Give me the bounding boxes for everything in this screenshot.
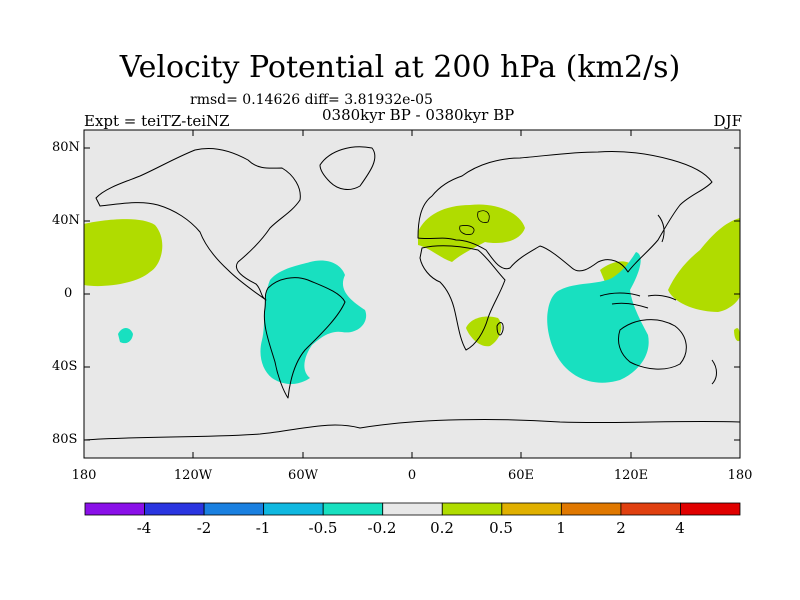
colorbar	[84, 502, 741, 516]
colorbar-box	[501, 502, 562, 516]
colorbar-label: -0.5	[308, 519, 338, 537]
colorbar-label: 0.5	[489, 519, 513, 537]
anomaly-dateline-edge	[734, 328, 740, 342]
colorbar-label: -1	[255, 519, 271, 537]
map-background	[84, 130, 740, 458]
coast-australia	[617, 319, 687, 370]
coastlines	[84, 146, 740, 441]
colorbar-label: -4	[136, 519, 152, 537]
lon-label-180e: 180	[727, 468, 753, 483]
lat-ticks	[84, 147, 740, 441]
coast-new-zealand	[711, 359, 717, 385]
lat-label-80n: 80N	[52, 140, 80, 155]
coast-indonesia	[599, 292, 677, 309]
anomaly-south-pacific	[118, 328, 133, 344]
stats-label: rmsd= 0.14626 diff= 3.81932e-05	[190, 92, 433, 108]
anomaly-north-pacific	[84, 219, 163, 287]
colorbar-box	[560, 502, 622, 516]
lon-label-60e: 60E	[507, 468, 535, 483]
lat-label-40n: 40N	[52, 213, 80, 228]
lon-ticks	[83, 130, 741, 458]
colorbar-label: -0.2	[367, 519, 397, 537]
colorbar-box	[263, 502, 324, 516]
period-label: 0380kyr BP - 0380kyr BP	[322, 106, 515, 124]
anomaly-southern-africa	[466, 316, 502, 347]
lon-label-60w: 60W	[288, 468, 318, 483]
colorbar-box	[322, 502, 384, 516]
lat-label-80s: 80S	[52, 432, 78, 447]
anomaly-north-africa	[418, 204, 525, 262]
lat-label-eq: 0	[64, 286, 73, 301]
colorbar-box	[441, 502, 503, 516]
coast-eurasia	[417, 151, 713, 273]
plot-title: Velocity Potential at 200 hPa (km2/s)	[119, 50, 681, 85]
colorbar-box	[203, 502, 265, 516]
anomaly-western-pacific	[668, 218, 740, 312]
colorbar-box	[620, 502, 681, 516]
coast-africa	[419, 245, 506, 351]
colorbar-box	[84, 502, 145, 516]
colorbar-box	[382, 502, 443, 516]
lon-label-120w: 120W	[173, 468, 213, 483]
coast-japan	[657, 214, 665, 243]
lon-label-0: 0	[407, 468, 417, 483]
anomaly-south-america	[260, 260, 367, 385]
colorbar-box	[680, 502, 741, 516]
anomaly-indian-ocean	[547, 252, 649, 383]
experiment-label: Expt = teiTZ-teiNZ	[84, 112, 230, 130]
inland-seas	[459, 210, 490, 235]
lon-label-180w: 180	[71, 468, 97, 483]
colorbar-label: 1	[556, 519, 566, 537]
coast-antarctica	[84, 419, 740, 441]
season-label: DJF	[713, 112, 742, 130]
coast-north-america	[95, 147, 301, 301]
coast-madagascar	[496, 322, 504, 336]
coast-south-america	[263, 277, 346, 399]
colorbar-label: 4	[675, 519, 685, 537]
lat-label-40s: 40S	[52, 359, 78, 374]
colorbar-label: 2	[616, 519, 626, 537]
colorbar-box	[144, 502, 205, 516]
lon-label-120e: 120E	[613, 468, 649, 483]
positive-anomaly-regions	[84, 204, 740, 347]
negative-anomaly-regions	[118, 252, 649, 385]
colorbar-label: 0.2	[430, 519, 454, 537]
coast-greenland	[319, 146, 376, 190]
colorbar-label: -2	[196, 519, 212, 537]
